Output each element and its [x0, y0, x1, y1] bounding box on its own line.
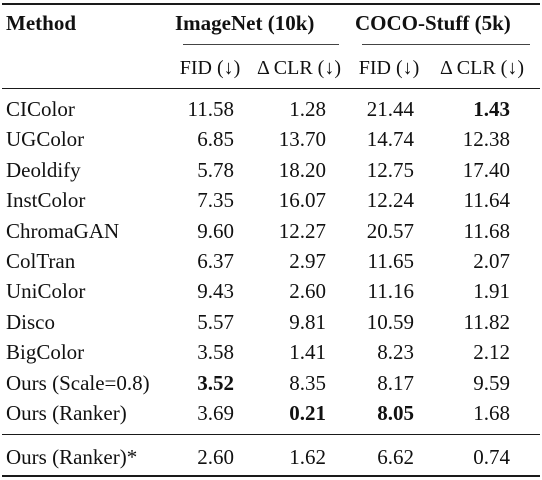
footer-value-cell: 0.74	[473, 445, 510, 469]
value-cell: 11.16	[367, 279, 414, 303]
value-cell: 3.52	[197, 371, 234, 395]
imagenet-group-header: ImageNet (10k)	[175, 11, 315, 35]
value-cell: 2.60	[289, 279, 326, 303]
value-cell: 11.58	[187, 97, 234, 121]
method-cell: ChromaGAN	[6, 219, 120, 243]
value-cell: 17.40	[462, 158, 510, 182]
value-cell: 11.68	[463, 219, 510, 243]
value-cell: 9.60	[197, 219, 234, 243]
method-cell: ColTran	[6, 249, 76, 273]
footer-separator-rule	[2, 434, 540, 435]
value-cell: 6.85	[197, 127, 234, 151]
value-cell: 14.74	[366, 127, 414, 151]
value-cell: 8.05	[377, 401, 414, 425]
value-cell: 1.43	[473, 97, 510, 121]
value-cell: 1.28	[289, 97, 326, 121]
value-cell: 20.57	[366, 219, 414, 243]
method-cell: Disco	[6, 310, 55, 334]
value-cell: 1.41	[289, 340, 326, 364]
value-cell: 8.23	[377, 340, 414, 364]
value-cell: 2.07	[473, 249, 510, 273]
value-cell: 21.44	[366, 97, 414, 121]
value-cell: 2.97	[289, 249, 326, 273]
footer-value-cell: 2.60	[197, 445, 234, 469]
value-cell: 0.21	[289, 401, 326, 425]
value-cell: 3.58	[197, 340, 234, 364]
method-cell: Deoldify	[6, 158, 81, 182]
value-cell: 6.37	[197, 249, 234, 273]
value-cell: 1.91	[473, 279, 510, 303]
imagenet-clr-header: Δ CLR (↓)	[257, 57, 341, 79]
value-cell: 9.81	[289, 310, 326, 334]
top-rule	[2, 3, 540, 5]
value-cell: 12.75	[366, 158, 414, 182]
imagenet-group-rule	[183, 44, 339, 45]
value-cell: 9.59	[473, 371, 510, 395]
value-cell: 3.69	[197, 401, 234, 425]
value-cell: 12.38	[462, 127, 510, 151]
footer-method-cell: Ours (Ranker)*	[6, 445, 138, 469]
method-cell: CIColor	[6, 97, 75, 121]
value-cell: 5.78	[197, 158, 234, 182]
value-cell: 2.12	[473, 340, 510, 364]
value-cell: 11.64	[463, 188, 510, 212]
value-cell: 8.35	[289, 371, 326, 395]
value-cell: 11.82	[463, 310, 510, 334]
value-cell: 8.17	[377, 371, 414, 395]
value-cell: 1.68	[473, 401, 510, 425]
method-cell: Ours (Scale=0.8)	[6, 371, 150, 395]
coco-fid-header: FID (↓)	[358, 57, 420, 79]
method-header: Method	[6, 11, 76, 35]
value-cell: 11.65	[367, 249, 414, 273]
coco-clr-header: Δ CLR (↓)	[440, 57, 524, 79]
method-cell: BigColor	[6, 340, 85, 364]
value-cell: 12.24	[366, 188, 414, 212]
value-cell: 9.43	[197, 279, 234, 303]
footer-value-cell: 1.62	[289, 445, 326, 469]
value-cell: 16.07	[278, 188, 326, 212]
method-cell: UGColor	[6, 127, 85, 151]
value-cell: 10.59	[366, 310, 414, 334]
imagenet-fid-header: FID (↓)	[179, 57, 241, 79]
value-cell: 5.57	[197, 310, 234, 334]
bottom-rule	[2, 475, 540, 477]
header-rule	[2, 88, 540, 89]
method-cell: UniColor	[6, 279, 86, 303]
method-cell: Ours (Ranker)	[6, 401, 127, 425]
coco-group-rule	[362, 44, 530, 45]
coco-group-header: COCO-Stuff (5k)	[355, 11, 511, 35]
value-cell: 13.70	[278, 127, 326, 151]
value-cell: 18.20	[278, 158, 326, 182]
value-cell: 7.35	[197, 188, 234, 212]
footer-value-cell: 6.62	[377, 445, 414, 469]
method-cell: InstColor	[6, 188, 86, 212]
value-cell: 12.27	[278, 219, 326, 243]
